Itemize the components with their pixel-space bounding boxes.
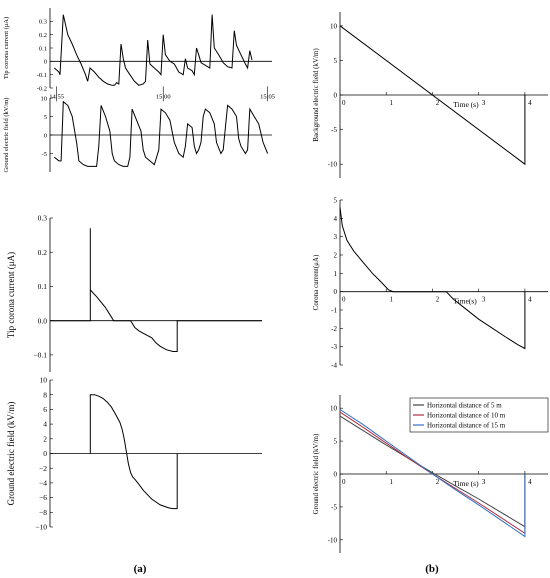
series-line-1 <box>54 100 269 167</box>
x-origin-label: 0 <box>342 478 346 486</box>
y-tick-label: -10 <box>328 536 338 544</box>
legend-entry: Horizontal distance of 5 m <box>427 402 502 410</box>
y-tick-label: 8 <box>43 390 47 399</box>
x-axis-label: Time (s) <box>453 100 479 109</box>
y-tick-label: −2 <box>39 464 47 473</box>
y-tick-label: 3 <box>334 233 338 241</box>
y-tick-label: 0.1 <box>38 282 48 291</box>
y-axis-label: Ground electric field (kV/m) <box>6 402 16 506</box>
x-tick-label: 1 <box>389 478 393 486</box>
x-tick-label: 4 <box>528 99 532 107</box>
y-tick-label: 0.3 <box>38 214 48 223</box>
x-tick-label: 4 <box>528 478 532 486</box>
chart-ground-electric-field-single-event: −10 −8 −6 −4 −2 0 2 4 6 8 10 Ground electric field … <box>6 376 262 532</box>
y-tick-label: 0 <box>44 132 47 139</box>
x-tick-label: 2 <box>436 99 440 107</box>
y-tick-label: 0 <box>43 449 47 458</box>
chart-background-electric-field: -10 -5 0 5 10 1 2 3 4 0 Time (s) Background electri… <box>312 12 548 178</box>
y-tick-label: 4 <box>334 215 338 223</box>
y-tick-label: 5 <box>44 114 47 121</box>
y-tick-label: 0.2 <box>38 248 48 257</box>
series-line-1 <box>339 207 526 350</box>
y-tick-label: -4 <box>331 361 337 369</box>
y-tick-label: 0.3 <box>39 19 47 26</box>
x-origin-label: 0 <box>342 99 346 107</box>
y-tick-label: 10 <box>40 376 48 385</box>
y-tick-label: 5 <box>334 438 338 446</box>
y-tick-label: -1 <box>331 306 337 314</box>
y-tick-label: 0.2 <box>39 32 47 39</box>
chart-corona-current: -4 -3 -2 -1 0 1 2 3 4 5 1 2 3 4 0 Time(s) Corona current… <box>312 196 548 369</box>
y-tick-label: −8 <box>39 508 47 517</box>
x-tick-label: 2 <box>436 478 440 486</box>
series-line-1 <box>339 25 526 166</box>
y-tick-label: 2 <box>334 251 338 259</box>
y-tick-label: 0.0 <box>38 316 48 325</box>
y-tick-label: 10 <box>330 22 338 30</box>
y-tick-label: 10 <box>330 405 338 413</box>
y-tick-label: 0.1 <box>39 45 47 52</box>
y-tick-label: 5 <box>334 57 338 65</box>
legend-entry: Horizontal distance of 10 m <box>427 412 506 420</box>
x-tick-label: 1 <box>389 99 393 107</box>
y-tick-label: -5 <box>331 503 337 511</box>
series-line-1 <box>89 394 178 510</box>
x-tick-label: 1 <box>389 296 393 304</box>
series-line-1 <box>50 228 262 352</box>
y-tick-label: -3 <box>331 343 337 351</box>
x-tick-label: 3 <box>482 99 486 107</box>
x-tick-label: 3 <box>482 478 486 486</box>
series-line-1 <box>54 14 253 86</box>
chart-tip-corona-current-time-series: -0.2 -0.1 0 0.1 0.2 0.3 14:55 15:00 15:05 Tip cor… <box>3 8 275 102</box>
y-tick-label: -0.1 <box>37 72 47 79</box>
series-line-1 <box>339 415 526 528</box>
y-tick-label: 4 <box>43 420 47 429</box>
y-tick-label: −10 <box>35 523 47 532</box>
y-tick-label: -5 <box>331 126 337 134</box>
chart-ground-electric-field-distances: -10 -5 0 5 10 1 2 3 4 0 Time (s) Ground electric fi… <box>312 395 549 553</box>
x-tick-label: 3 <box>482 296 486 304</box>
y-tick-label: 5 <box>334 196 338 204</box>
legend-entry: Horizontal distance of 15 m <box>427 422 506 430</box>
y-tick-label: 0 <box>44 59 47 66</box>
y-tick-label: −0.1 <box>33 351 47 360</box>
x-tick-label: 2 <box>436 296 440 304</box>
y-axis-label: Corona current(μA) <box>312 254 320 310</box>
y-tick-label: 10 <box>41 95 48 102</box>
y-tick-label: 1 <box>334 270 338 278</box>
y-tick-label: −4 <box>39 479 47 488</box>
x-tick-label: 15:05 <box>260 93 275 100</box>
caption-b: (b) <box>425 563 439 575</box>
x-tick-label: 4 <box>528 296 532 304</box>
y-tick-label: -2 <box>331 325 337 333</box>
y-axis-label: Ground electric field (kV/m) <box>312 433 320 514</box>
y-axis-label: Tip corona current (μA) <box>6 252 16 338</box>
x-tick-label: 15:00 <box>156 93 171 100</box>
y-tick-label: 2 <box>43 434 47 443</box>
y-axis-label: Background electric field (kV/m) <box>312 48 320 142</box>
x-tick-label: 14:55 <box>49 93 64 100</box>
y-axis-label: Tip corona current (μA) <box>3 17 10 79</box>
y-tick-label: -0.2 <box>37 85 47 92</box>
y-tick-label: 0 <box>334 288 338 296</box>
y-tick-label: −6 <box>39 493 47 502</box>
series-line-2 <box>339 411 526 535</box>
y-tick-label: -5 <box>42 151 47 158</box>
x-axis-label: Time (s) <box>453 479 479 488</box>
y-tick-label: 0 <box>334 470 338 478</box>
chart-tip-corona-current-single-event: −0.1 0.0 0.1 0.2 0.3 Tip corona current (μA) <box>6 214 262 372</box>
y-tick-label: -10 <box>328 161 338 169</box>
caption-a: (a) <box>134 563 147 575</box>
x-origin-label: 0 <box>342 296 346 304</box>
series-line-3 <box>339 409 526 538</box>
x-axis-label: Time(s) <box>453 297 477 306</box>
y-tick-label: 6 <box>43 405 47 414</box>
chart-ground-electric-field-time-series: -5 0 5 10 Ground electric field (kV/m) <box>3 95 272 172</box>
y-axis-label: Ground electric field (kV/m) <box>3 98 10 173</box>
y-tick-label: 0 <box>334 91 338 99</box>
legend-box <box>409 397 549 433</box>
